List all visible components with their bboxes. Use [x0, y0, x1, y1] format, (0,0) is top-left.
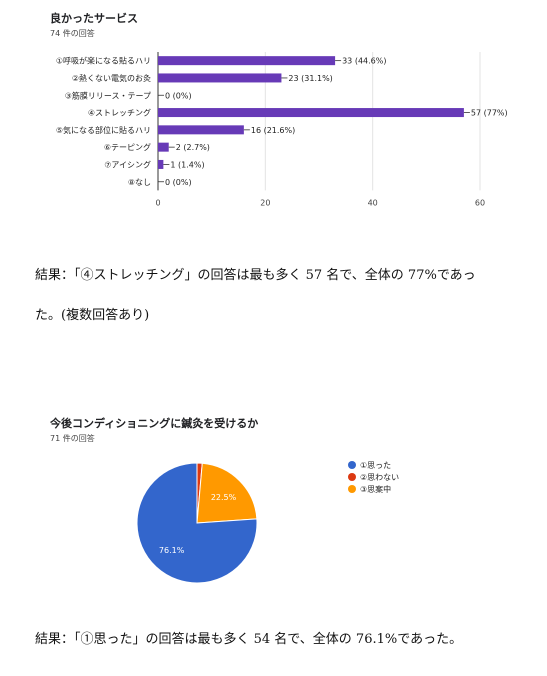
bar-chart-title: 良かったサービス: [50, 12, 138, 25]
pie-slice: [196, 462, 258, 524]
data-label: 16 (21.6%): [251, 126, 295, 135]
legend-swatch: [348, 461, 356, 469]
legend-label: ③思案中: [360, 484, 391, 494]
x-tick-label: 60: [475, 198, 485, 207]
data-label: 23 (31.1%): [288, 74, 332, 83]
bar: [158, 73, 282, 83]
category-label: ②熱くない電気のお灸: [72, 73, 151, 83]
x-tick-label: 40: [368, 198, 378, 207]
bar: [158, 142, 169, 152]
x-tick-label: 20: [260, 198, 270, 207]
data-label: 2 (2.7%): [176, 143, 210, 152]
category-label: ④ストレッチング: [88, 108, 151, 118]
data-label: 57 (77%): [471, 109, 508, 118]
bar: [158, 125, 244, 135]
category-label: ⑥テーピング: [104, 142, 151, 152]
legend-swatch: [348, 485, 356, 493]
pie-slice: [136, 462, 258, 584]
category-label: ⑦アイシング: [104, 159, 151, 169]
pie-chart: 22.5% 76.1% ①思った ②思わない ③思案中: [136, 461, 399, 584]
bar-result-line-1: 結果：「④ストレッチング」の回答は最も多く 57 名で、全体の 77%であっ: [35, 268, 476, 283]
pie-chart-title: 今後コンディショニングに鍼灸を受けるか: [50, 417, 259, 430]
legend-label: ②思わない: [360, 473, 399, 482]
legend-label: ①思った: [360, 461, 391, 470]
pie-result-line: 結果：「①思った」の回答は最も多く 54 名で、全体の 76.1%であった。: [35, 632, 463, 647]
data-label: 1 (1.4%): [170, 160, 204, 169]
bar-chart-subtitle: 74 件の回答: [50, 29, 95, 38]
data-label: 33 (44.6%): [342, 57, 386, 66]
legend-swatch: [348, 473, 356, 481]
category-label: ⑧なし: [128, 178, 151, 187]
category-label: ③筋膜リリース・テープ: [65, 90, 151, 100]
pie-chart-subtitle: 71 件の回答: [50, 434, 95, 443]
data-label: 0 (0%): [165, 91, 192, 100]
bar-chart: ①呼吸が楽になる貼るハリ ②熱くない電気のお灸 ③筋膜リリース・テープ ④ストレッチン…: [56, 52, 508, 207]
bar: [158, 159, 164, 169]
x-tick-label: 0: [155, 198, 160, 207]
data-label: 0 (0%): [165, 178, 192, 187]
category-label: ⑤気になる部位に貼るハリ: [56, 125, 151, 135]
category-label: ①呼吸が楽になる貼るハリ: [56, 56, 151, 66]
bar: [158, 56, 336, 66]
slice-label: 76.1%: [159, 546, 185, 555]
bar-result-line-2: た。(複数回答あり): [35, 308, 150, 323]
slice-label: 22.5%: [211, 493, 237, 502]
bar: [158, 108, 464, 118]
